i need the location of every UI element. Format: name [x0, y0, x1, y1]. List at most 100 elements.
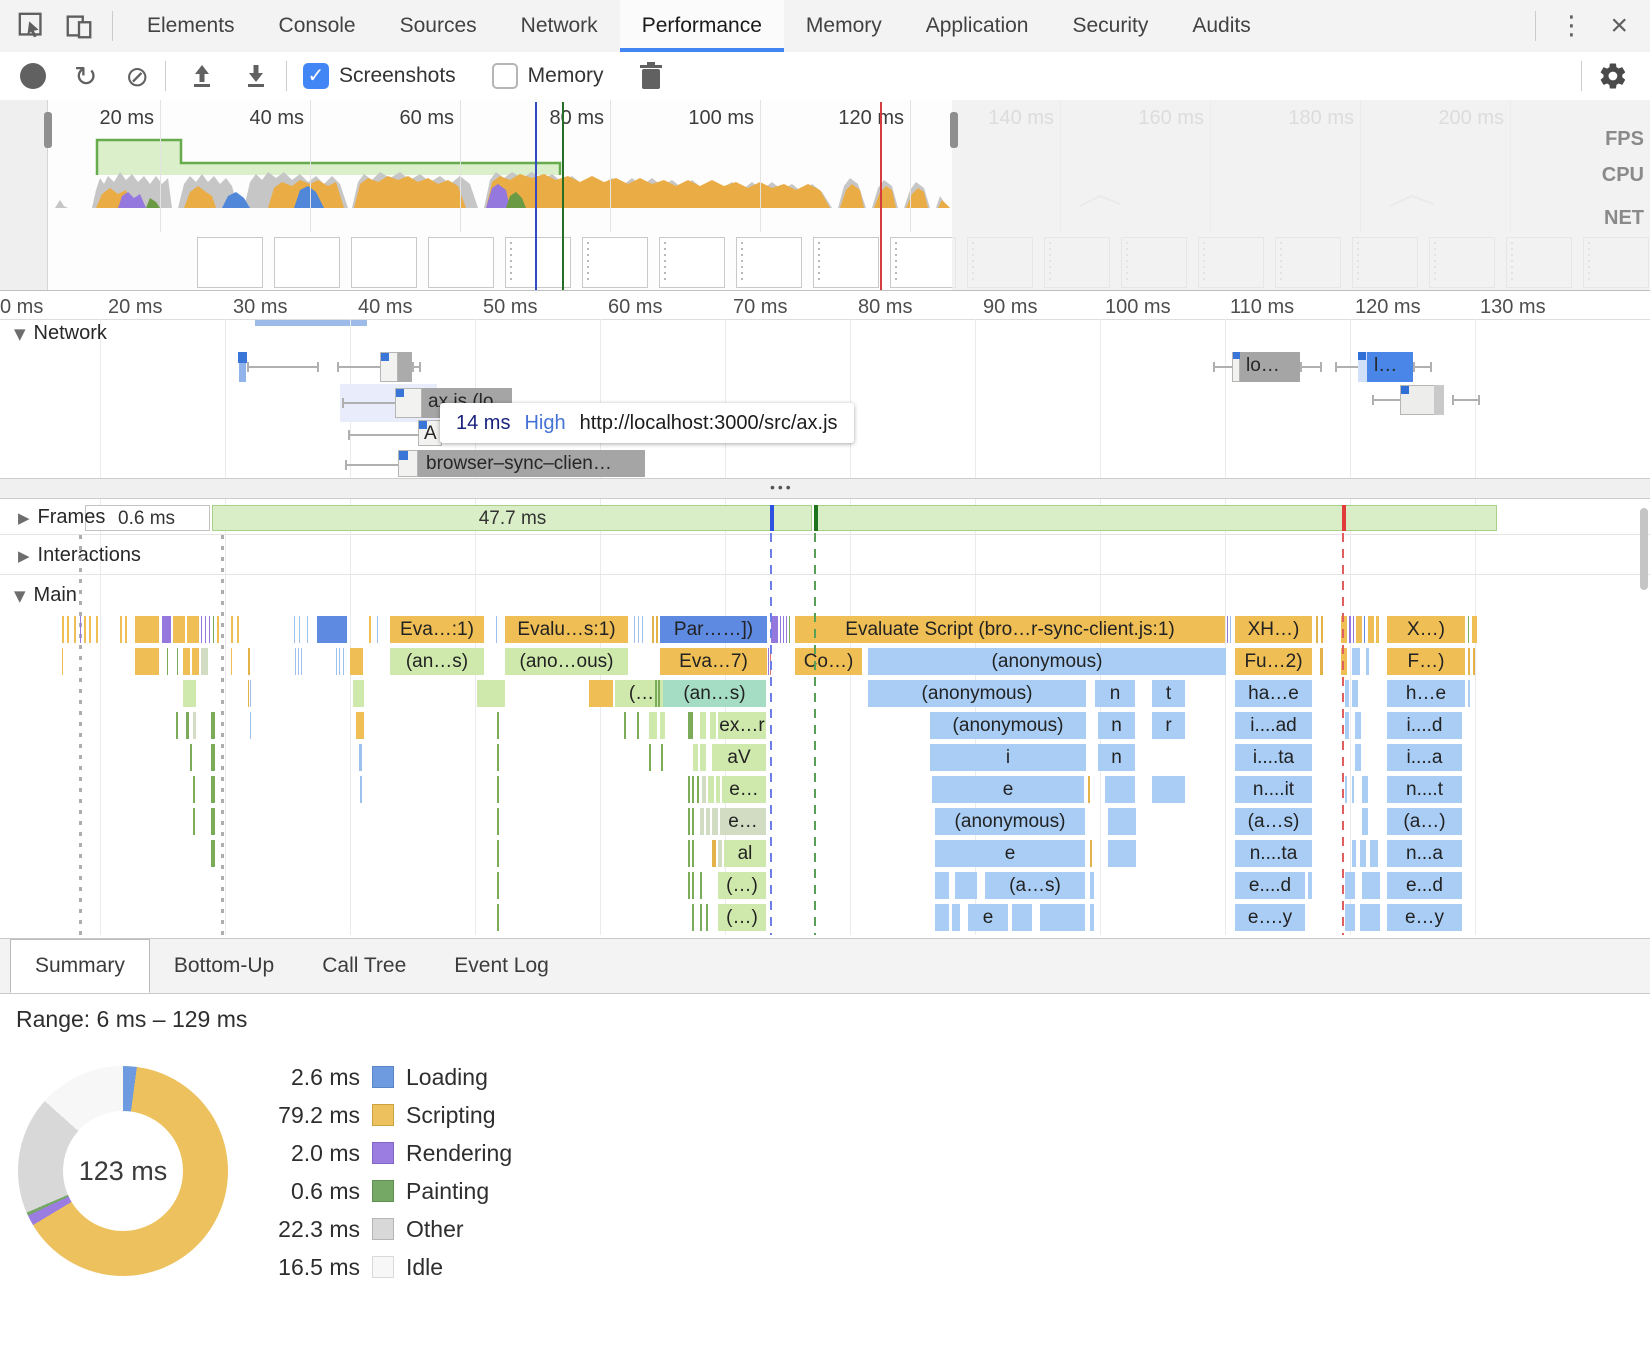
- flame-bar[interactable]: [637, 712, 639, 739]
- flame-bar[interactable]: [1316, 616, 1318, 643]
- flame-bar[interactable]: [497, 840, 499, 867]
- flame-bar[interactable]: [1360, 840, 1366, 867]
- flame-bar[interactable]: [700, 744, 706, 771]
- flame-bar[interactable]: n....ta: [1235, 840, 1312, 867]
- tab-security[interactable]: Security: [1072, 14, 1149, 37]
- filmstrip-screenshot[interactable]: [274, 237, 340, 288]
- screenshots-checkbox[interactable]: ✓: [302, 63, 329, 89]
- details-tab-summary[interactable]: Summary: [10, 939, 150, 993]
- flame-bar[interactable]: Evaluate Script (bro…r-sync-client.js:1): [795, 616, 1225, 643]
- flame-bar[interactable]: [298, 648, 299, 675]
- load-profile-icon[interactable]: [188, 62, 216, 90]
- network-request-bar[interactable]: [381, 353, 389, 361]
- flame-bar[interactable]: [350, 648, 363, 675]
- flame-bar[interactable]: [248, 680, 249, 707]
- flame-bar[interactable]: [1105, 776, 1135, 803]
- flame-bar[interactable]: [497, 808, 499, 835]
- flame-bar[interactable]: [377, 616, 378, 643]
- flame-bar[interactable]: [1362, 776, 1368, 803]
- flame-bar[interactable]: [1152, 776, 1185, 803]
- flame-bar[interactable]: (anonymous): [935, 808, 1085, 835]
- network-request-bar[interactable]: [1233, 352, 1240, 359]
- flame-bar[interactable]: [1090, 872, 1094, 899]
- flame-bar[interactable]: [211, 776, 215, 803]
- flame-bar[interactable]: [201, 648, 208, 675]
- flame-bar[interactable]: [187, 616, 199, 643]
- flame-bar[interactable]: [80, 616, 81, 643]
- flame-bar[interactable]: n: [1098, 744, 1135, 771]
- flame-bar[interactable]: [706, 808, 710, 835]
- flame-bar[interactable]: [62, 648, 63, 675]
- flame-bar[interactable]: [1370, 840, 1378, 867]
- flame-bar[interactable]: Par……]): [660, 616, 767, 643]
- flame-bar[interactable]: [1012, 904, 1032, 931]
- flame-bar[interactable]: [96, 616, 98, 643]
- flame-bar[interactable]: [771, 616, 778, 643]
- flame-bar[interactable]: [712, 808, 718, 835]
- flame-bar[interactable]: (anonymous): [868, 680, 1086, 707]
- flame-bar[interactable]: [688, 840, 690, 867]
- flame-bar[interactable]: [692, 808, 694, 835]
- flame-bar[interactable]: [710, 712, 716, 739]
- inspect-icon[interactable]: [17, 11, 47, 41]
- flame-bar[interactable]: [708, 776, 714, 803]
- flame-bar[interactable]: [661, 744, 663, 771]
- flame-bar[interactable]: [301, 648, 302, 675]
- flame-bar[interactable]: [1227, 616, 1228, 643]
- flame-bar[interactable]: [1468, 680, 1470, 707]
- network-request-bar[interactable]: [398, 352, 412, 382]
- flame-bar[interactable]: [688, 776, 690, 803]
- network-request-bar[interactable]: [239, 363, 246, 382]
- flame-bar[interactable]: XH…): [1235, 616, 1312, 643]
- tab-network[interactable]: Network: [520, 14, 598, 37]
- frame-box[interactable]: [814, 505, 1497, 531]
- flame-bar[interactable]: e...d: [1387, 872, 1462, 899]
- flame-bar[interactable]: [231, 616, 233, 643]
- flame-bar[interactable]: [201, 616, 202, 643]
- filmstrip-screenshot[interactable]: [505, 237, 571, 288]
- flame-bar[interactable]: [1352, 648, 1360, 675]
- clear-icon[interactable]: ⊘: [125, 59, 149, 93]
- trash-icon[interactable]: [638, 61, 664, 91]
- filmstrip-screenshot[interactable]: [736, 237, 802, 288]
- flame-bar[interactable]: [1473, 648, 1475, 675]
- flame-bar[interactable]: (a…s): [1235, 808, 1312, 835]
- flame-bar[interactable]: e…: [720, 808, 766, 835]
- flame-bar[interactable]: [1368, 616, 1374, 643]
- flame-bar[interactable]: [718, 840, 722, 867]
- flame-bar[interactable]: [1355, 712, 1361, 739]
- flame-bar[interactable]: [1362, 808, 1368, 835]
- flame-bar[interactable]: [935, 872, 949, 899]
- flame-bar[interactable]: [356, 712, 364, 739]
- flame-bar[interactable]: e: [935, 840, 1085, 867]
- flame-bar[interactable]: [248, 648, 250, 675]
- collapse-triangle-icon[interactable]: ▼: [14, 325, 26, 343]
- flame-bar[interactable]: aV: [712, 744, 766, 771]
- flame-bar[interactable]: [1362, 872, 1380, 899]
- flame-bar[interactable]: e....d: [1235, 872, 1305, 899]
- flame-bar[interactable]: [369, 616, 371, 643]
- flame-bar[interactable]: [1320, 648, 1323, 675]
- flame-bar[interactable]: [299, 616, 300, 643]
- flame-bar[interactable]: [360, 776, 362, 803]
- network-request-bar[interactable]: [1367, 352, 1413, 382]
- flame-bar[interactable]: [652, 616, 654, 643]
- reload-icon[interactable]: ↻: [74, 59, 98, 93]
- filmstrip-screenshot[interactable]: [428, 237, 494, 288]
- settings-icon[interactable]: [1598, 61, 1628, 91]
- flame-bar[interactable]: [1341, 648, 1347, 675]
- flame-bar[interactable]: [211, 840, 215, 867]
- flame-bar[interactable]: [125, 616, 127, 643]
- flame-bar[interactable]: [786, 616, 787, 643]
- flame-bar[interactable]: [1090, 840, 1092, 867]
- flame-bar[interactable]: [211, 712, 215, 739]
- flame-bar[interactable]: [190, 744, 192, 771]
- flame-bar[interactable]: [1352, 680, 1358, 707]
- flame-bar[interactable]: [1345, 712, 1349, 739]
- flame-bar[interactable]: [67, 616, 69, 643]
- flame-bar[interactable]: (an…s): [390, 648, 484, 675]
- flame-bar[interactable]: ha…e: [1235, 680, 1312, 707]
- flame-bar[interactable]: i: [930, 744, 1086, 771]
- memory-checkbox[interactable]: [491, 63, 518, 89]
- flame-bar[interactable]: [193, 712, 196, 739]
